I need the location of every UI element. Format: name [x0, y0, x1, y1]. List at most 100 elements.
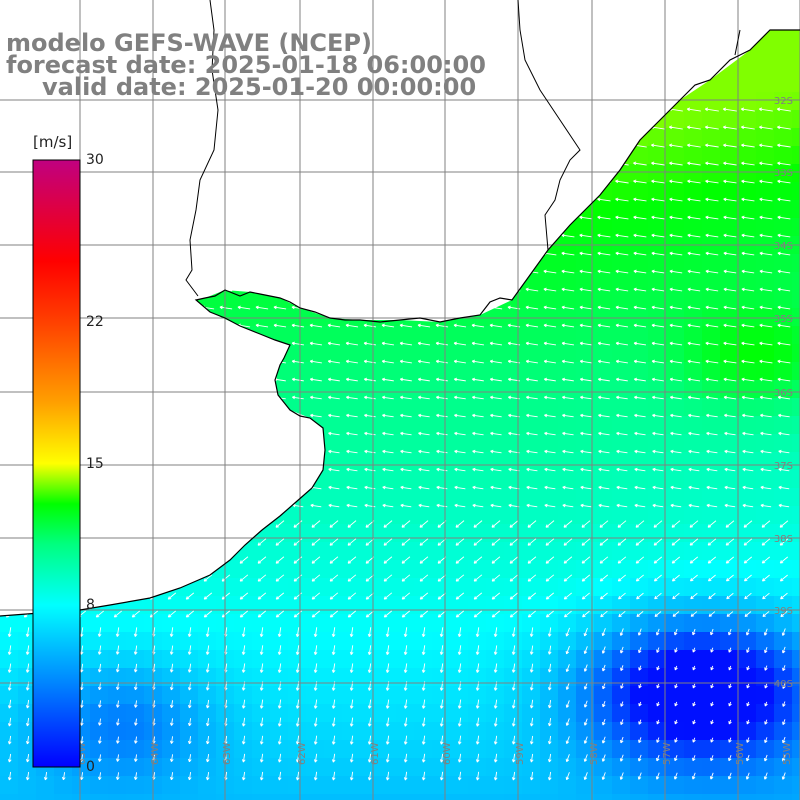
wind-speed-cell [666, 128, 684, 146]
wind-arrow [183, 341, 197, 346]
wind-speed-cell [504, 326, 522, 344]
wind-speed-cell [684, 470, 702, 488]
wind-speed-cell [684, 92, 702, 110]
wind-arrow [777, 125, 791, 130]
wind-arrow [239, 574, 249, 582]
wind-arrow [93, 161, 107, 166]
wind-speed-cell [360, 326, 378, 344]
wind-arrow [367, 699, 372, 709]
wind-arrow [273, 215, 287, 220]
wind-speed-cell [324, 668, 342, 686]
wind-speed-cell [648, 344, 666, 362]
wind-arrow [524, 143, 539, 148]
wind-arrow [239, 610, 249, 618]
wind-speed-cell [432, 452, 450, 470]
wind-arrow [674, 737, 678, 743]
wind-arrow [635, 538, 645, 546]
wind-speed-cell [612, 452, 630, 470]
wind-arrow [3, 377, 16, 382]
wind-arrow [112, 431, 124, 436]
wind-speed-cell [360, 380, 378, 398]
wind-arrow [238, 395, 250, 400]
wind-arrow [165, 359, 178, 364]
wind-speed-cell [198, 686, 216, 704]
wind-speed-cell [18, 632, 36, 650]
wind-arrow [22, 485, 34, 490]
wind-arrow [597, 359, 610, 364]
wind-arrow [25, 735, 30, 745]
wind-arrow [169, 700, 174, 709]
wind-arrow [457, 717, 462, 727]
wind-arrow [526, 503, 538, 508]
wind-arrow [656, 647, 660, 653]
wind-speed-cell [702, 416, 720, 434]
wind-arrow [543, 179, 557, 184]
wind-arrow [116, 754, 120, 762]
wind-arrow [581, 574, 591, 582]
wind-arrow [21, 377, 34, 382]
wind-speed-cell [468, 524, 486, 542]
wind-speed-cell [738, 272, 756, 290]
wind-arrow [329, 592, 339, 600]
wind-arrow [255, 233, 269, 238]
wind-speed-cell [630, 506, 648, 524]
wind-arrow [741, 179, 755, 184]
wind-arrow [184, 395, 196, 400]
wind-arrow [130, 449, 142, 454]
wind-arrow [526, 467, 538, 472]
wind-speed-cell [414, 542, 432, 560]
wind-arrow [723, 377, 737, 382]
wind-arrow [128, 143, 143, 148]
wind-arrow [580, 485, 592, 490]
wind-arrow [764, 737, 768, 744]
wind-speed-cell [756, 758, 774, 776]
wind-arrow [327, 341, 341, 346]
wind-speed-cell [684, 308, 702, 326]
wind-arrow [129, 341, 143, 346]
wind-speed-cell [360, 416, 378, 434]
wind-arrow [381, 233, 395, 238]
wind-arrow [169, 718, 174, 726]
wind-speed-cell [504, 542, 522, 560]
wind-arrow [7, 771, 12, 781]
wind-arrow [164, 107, 179, 112]
wind-speed-cell [666, 560, 684, 578]
wind-speed-cell [18, 704, 36, 722]
wind-speed-cell [684, 128, 702, 146]
wind-speed-cell [396, 758, 414, 776]
wind-speed-cell [108, 740, 126, 758]
wind-speed-cell [738, 254, 756, 272]
wind-arrow [148, 467, 160, 472]
wind-speed-cell [450, 650, 468, 668]
wind-arrow [345, 233, 359, 238]
wind-arrow [25, 699, 30, 709]
wind-arrow [7, 663, 12, 673]
wind-arrow [23, 538, 33, 546]
wind-speed-cell [756, 182, 774, 200]
wind-speed-cell [558, 650, 576, 668]
wind-arrow [759, 377, 773, 382]
wind-arrow [742, 413, 754, 418]
wind-arrow [489, 269, 503, 274]
wind-arrow [490, 449, 502, 454]
wind-arrow [421, 627, 426, 638]
wind-arrow [237, 305, 251, 310]
wind-arrow [653, 556, 663, 564]
wind-arrow [583, 646, 588, 655]
wind-arrow [560, 143, 575, 148]
wind-arrow [583, 736, 588, 744]
wind-speed-cell [450, 362, 468, 380]
wind-speed-cell [414, 416, 432, 434]
wind-arrow [403, 753, 408, 763]
wind-arrow [579, 215, 593, 220]
wind-arrow [671, 574, 680, 582]
wind-speed-cell [0, 722, 18, 740]
wind-speed-cell [594, 776, 612, 794]
wind-arrow [707, 556, 717, 564]
wind-speed-cell [450, 704, 468, 722]
longitude-label: 58W [589, 742, 600, 765]
wind-arrow [347, 520, 357, 528]
wind-arrow [723, 359, 737, 364]
wind-arrow [97, 645, 102, 655]
longitude-label: 55W [782, 742, 793, 765]
